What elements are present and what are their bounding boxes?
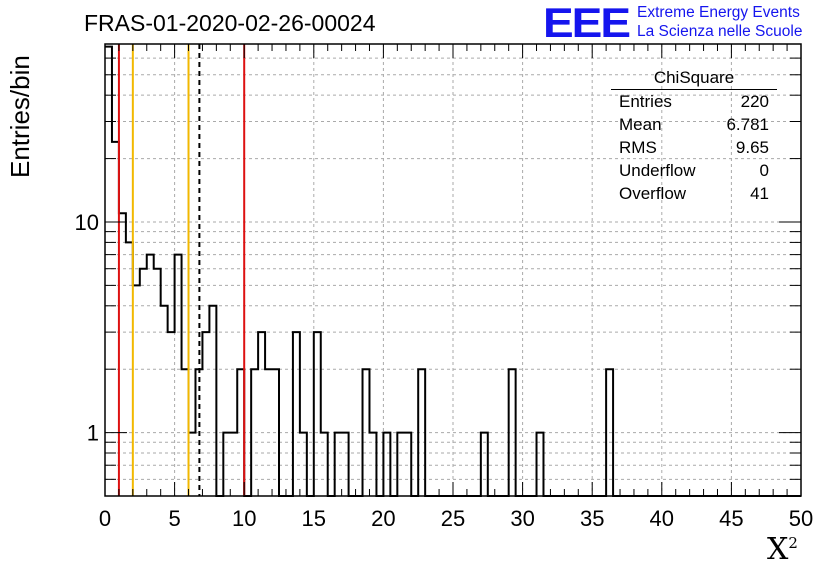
x-tick-label: 40	[650, 506, 674, 531]
x-tick-label: 0	[99, 506, 111, 531]
x-tick-label: 5	[168, 506, 180, 531]
x-tick-label: 15	[302, 506, 326, 531]
x-tick-label: 45	[719, 506, 743, 531]
x-axis-label-superscript: 2	[788, 534, 798, 552]
x-tick-label: 10	[232, 506, 256, 531]
stats-label: Entries	[619, 92, 672, 111]
logo-subtitle-1: Extreme Energy Events	[637, 4, 800, 21]
stats-value: 0	[759, 161, 769, 180]
stats-value: 220	[740, 92, 769, 111]
stats-label: Underflow	[619, 161, 696, 180]
y-tick-label: 1	[87, 421, 99, 446]
stats-title: ChiSquare	[611, 67, 777, 90]
stats-row-entries: Entries 220	[611, 90, 777, 113]
stats-label: Mean	[619, 115, 662, 134]
x-tick-label: 20	[371, 506, 395, 531]
stats-label: RMS	[619, 138, 657, 157]
x-axis-label: X2	[767, 532, 798, 567]
x-tick-label: 35	[580, 506, 604, 531]
logo-subtitle-2: La Scienza nelle Scuole	[637, 23, 803, 40]
y-axis-label: Entries/bin	[5, 55, 35, 178]
stats-label: Overflow	[619, 184, 687, 203]
stats-row-overflow: Overflow 41	[611, 182, 777, 205]
x-tick-label: 25	[441, 506, 465, 531]
stats-value: 9.65	[735, 138, 769, 157]
stats-value: 6.781	[726, 115, 769, 134]
stats-box: ChiSquare Entries 220 Mean 6.781 RMS 9.65 U…	[611, 67, 777, 205]
stats-row-underflow: Underflow 0	[611, 159, 777, 182]
x-axis-label-main: X	[767, 532, 789, 567]
y-tick-label: 10	[75, 210, 99, 235]
x-tick-label: 50	[789, 506, 813, 531]
stats-row-mean: Mean 6.781	[611, 113, 777, 136]
eee-logo: EEE	[543, 0, 631, 47]
stats-row-rms: RMS 9.65	[611, 136, 777, 159]
run-title: FRAS-01-2020-02-26-00024	[84, 10, 376, 36]
x-tick-label: 30	[510, 506, 534, 531]
stats-value: 41	[750, 184, 769, 203]
